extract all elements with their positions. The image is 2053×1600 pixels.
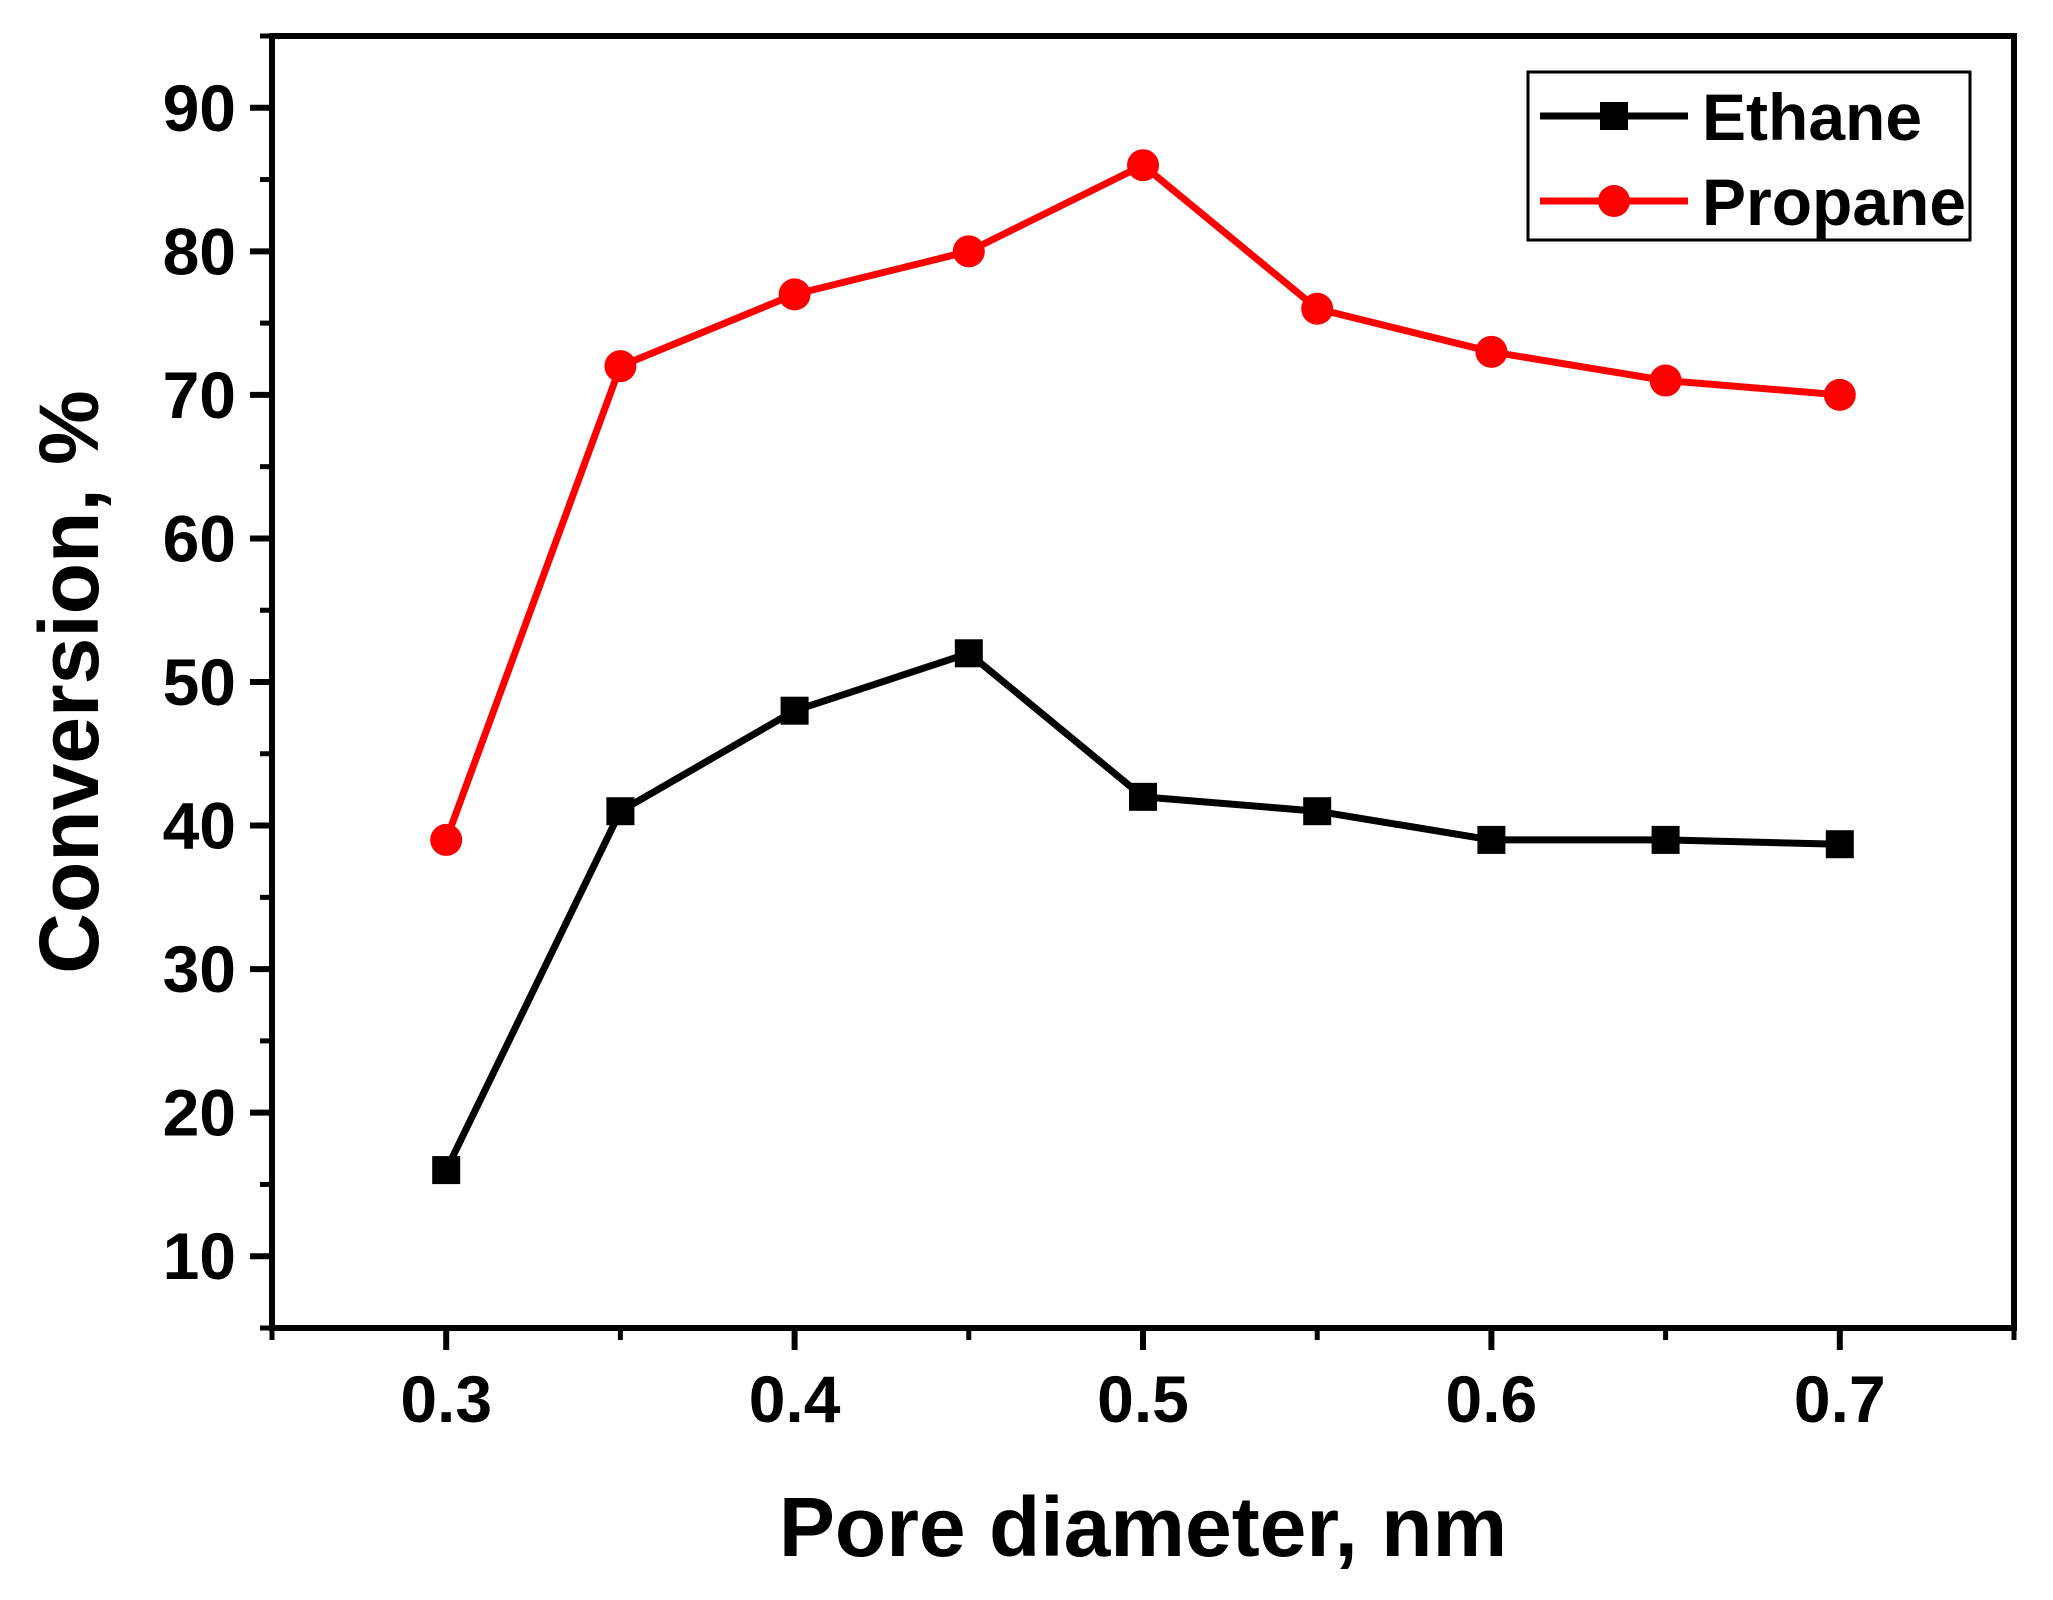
data-point-propane: [952, 235, 985, 268]
data-point-ethane: [1129, 782, 1157, 811]
y-tick-label: 80: [163, 214, 236, 288]
data-point-propane: [778, 278, 811, 311]
x-tick-label: 0.5: [1097, 1362, 1189, 1436]
legend-label-ethane: Ethane: [1702, 80, 1922, 154]
data-point-propane: [1475, 335, 1508, 368]
data-point-ethane: [1651, 825, 1680, 854]
data-point-ethane: [1477, 825, 1506, 854]
y-tick-label: 70: [163, 358, 236, 432]
x-tick-label: 0.4: [749, 1362, 841, 1436]
data-point-propane: [1823, 378, 1856, 411]
x-tick-label: 0.6: [1446, 1362, 1538, 1436]
data-point-propane: [1301, 292, 1334, 325]
series-layer: [430, 149, 1856, 1185]
x-tick-label: 0.7: [1794, 1362, 1886, 1436]
data-point-ethane: [432, 1156, 461, 1185]
data-point-propane: [604, 350, 637, 383]
legend: Ethane Propane: [1526, 70, 1972, 242]
y-tick-label: 90: [163, 71, 236, 145]
legend-box: [1526, 70, 1972, 242]
legend-marker-propane: [1598, 185, 1630, 217]
y-tick-label: 60: [163, 501, 236, 575]
data-point-ethane: [1825, 830, 1854, 859]
series-line-ethane: [443, 649, 1840, 1172]
y-axis: 10 20 30 40 50 60 70 80 90: [163, 33, 272, 1331]
data-point-ethane: [780, 696, 809, 725]
x-axis: 0.3 0.4 0.5 0.6 0.7: [269, 1328, 2017, 1436]
legend-label-propane: Propane: [1702, 165, 1966, 239]
y-tick-label: 20: [163, 1076, 236, 1150]
y-tick-label: 30: [163, 932, 236, 1006]
data-point-propane: [430, 823, 463, 856]
data-point-propane: [1127, 149, 1159, 182]
legend-marker-ethane: [1600, 102, 1628, 130]
data-point-ethane: [1303, 797, 1332, 826]
series-line-propane: [442, 161, 1841, 842]
y-tick-label: 50: [163, 645, 236, 719]
data-point-ethane: [954, 639, 983, 668]
x-axis-title: Pore diameter, nm: [779, 1480, 1507, 1574]
y-tick-label: 10: [163, 1219, 236, 1293]
x-tick-label: 0.3: [400, 1362, 492, 1436]
y-tick-label: 40: [163, 789, 236, 863]
data-point-propane: [1649, 364, 1682, 397]
data-point-ethane: [606, 797, 635, 826]
y-axis-title: Conversion, %: [22, 390, 116, 973]
